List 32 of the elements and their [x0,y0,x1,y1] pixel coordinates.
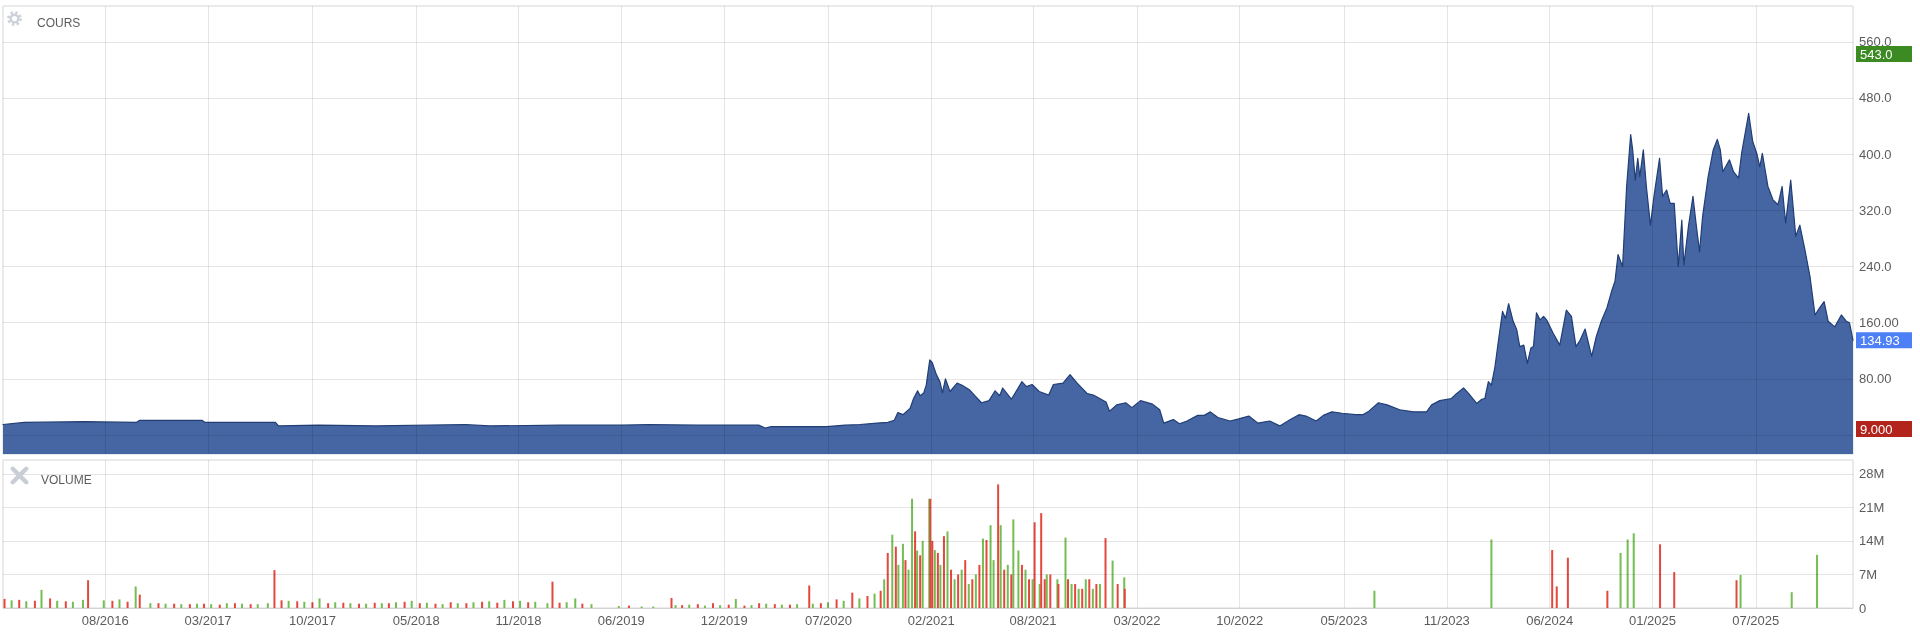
x-tick-label: 07/2025 [1732,613,1780,628]
x-tick-label: 02/2021 [907,613,955,628]
x-tick-label: 11/2023 [1423,613,1470,628]
text: 9.000 [1860,421,1893,437]
text: COURS [37,16,81,30]
y-tick-label: 28M [1859,466,1885,482]
x-tick-label: 01/2025 [1628,613,1676,628]
x-tick-label: 11/2018 [495,613,542,628]
y-tick-label: 160.00 [1859,315,1899,331]
x-tick-label: 05/2023 [1320,613,1368,628]
y-tick-label: 21M [1859,499,1885,515]
x-tick-label: 08/2016 [81,613,129,628]
x-tick-label: 10/2017 [288,613,336,628]
x-tick-label: 05/2018 [392,613,440,628]
x-tick-label: 10/2022 [1216,613,1264,628]
x-tick-label: 07/2020 [804,613,852,628]
x-tick-label: 06/2024 [1526,613,1574,628]
x-tick-label: 08/2021 [1009,613,1057,628]
annotation: 134.93 [1860,332,1900,348]
y-tick-label: 14M [1859,533,1885,549]
y-tick-label: 240.0 [1859,259,1892,275]
y-tick-label: 400.0 [1859,146,1892,162]
y-tick-label: 480.0 [1859,90,1892,106]
y-tick-label: 7M [1859,566,1878,582]
y-tick-label: 0 [1859,600,1867,616]
y-tick-label: 80.00 [1859,371,1892,387]
x-tick-label: 12/2019 [700,613,748,628]
x-tick-label: 06/2019 [597,613,645,628]
x-tick-label: 03/2017 [184,613,232,628]
text: VOLUME [41,473,92,487]
y-tick-label: 320.0 [1859,202,1892,218]
x-tick-label: 03/2022 [1113,613,1161,628]
